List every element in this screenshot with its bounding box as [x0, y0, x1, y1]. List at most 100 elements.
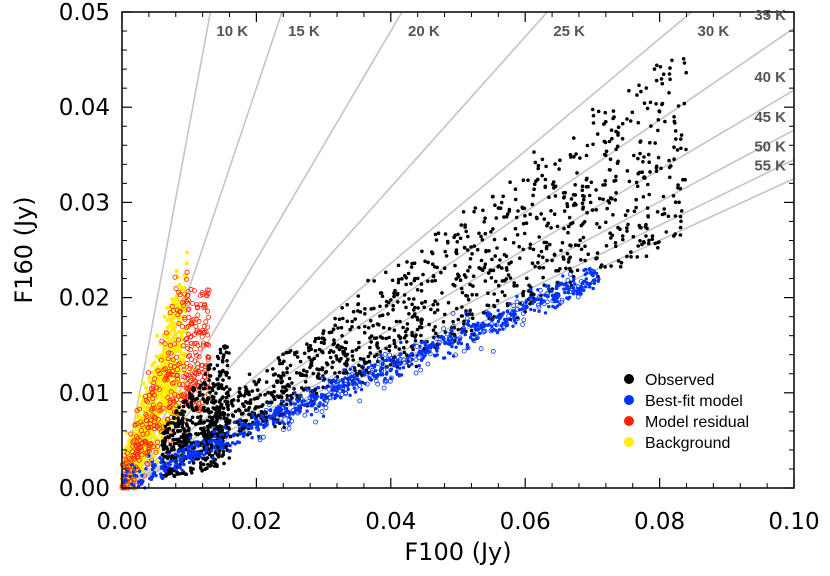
observed-point — [414, 364, 419, 369]
residual-point — [201, 329, 207, 335]
model-point-outline — [578, 279, 584, 284]
observed-point — [533, 264, 537, 269]
observed-point — [216, 382, 221, 386]
observed-point — [568, 266, 572, 271]
observed-point — [398, 319, 402, 324]
observed-point — [242, 394, 246, 398]
observed-point — [410, 333, 415, 338]
model-point — [359, 387, 364, 392]
observed-point — [635, 255, 640, 259]
observed-point — [646, 241, 651, 246]
observed-point — [207, 385, 212, 390]
observed-point — [367, 360, 372, 364]
model-point — [345, 384, 350, 388]
observed-point — [656, 155, 661, 160]
background-point — [155, 333, 159, 338]
model-point — [370, 363, 374, 368]
observed-point — [237, 386, 242, 391]
observed-point — [202, 462, 206, 467]
model-point-outline — [382, 379, 388, 385]
model-point — [560, 282, 564, 286]
model-point — [185, 455, 189, 459]
observed-point — [281, 352, 285, 357]
isotherm-line — [121, 11, 548, 489]
observed-point — [679, 133, 684, 137]
observed-point — [549, 226, 553, 230]
observed-point — [608, 168, 612, 172]
observed-point — [339, 325, 344, 330]
model-point — [211, 456, 215, 460]
observed-point — [580, 201, 585, 206]
residual-point — [173, 354, 179, 360]
observed-point — [345, 302, 350, 307]
observed-point — [184, 472, 188, 477]
background-point — [140, 403, 145, 408]
observed-point — [514, 215, 519, 220]
model-point-outline — [387, 352, 393, 358]
observed-point — [508, 276, 513, 280]
observed-point — [277, 358, 282, 363]
observed-point — [446, 300, 451, 305]
model-point-outline — [259, 413, 265, 419]
model-point — [420, 340, 424, 345]
observed-point — [426, 260, 430, 265]
observed-point — [499, 200, 504, 205]
isotherm-label: 15 K — [288, 23, 320, 40]
observed-point — [525, 276, 529, 281]
observed-point — [219, 404, 223, 409]
observed-point — [197, 393, 202, 398]
model-point-outline — [436, 339, 442, 345]
observed-point — [222, 461, 226, 466]
model-point — [268, 408, 273, 413]
observed-point — [214, 391, 218, 396]
observed-point — [203, 386, 207, 391]
model-point — [563, 290, 567, 295]
model-point-outline — [559, 299, 564, 305]
model-point-outline — [291, 407, 297, 413]
observed-point — [277, 421, 282, 426]
model-point — [144, 467, 148, 471]
observed-point — [540, 157, 545, 162]
observed-point — [681, 57, 686, 61]
observed-point — [221, 378, 225, 382]
model-point-outline — [565, 277, 571, 283]
observed-point — [572, 136, 576, 140]
model-point-outline — [418, 348, 424, 354]
residual-point — [170, 357, 176, 363]
observed-point — [196, 415, 200, 420]
background-point — [180, 329, 185, 334]
observed-point — [340, 306, 345, 310]
model-point — [271, 419, 276, 424]
model-point-outline — [575, 284, 581, 290]
observed-point — [456, 232, 460, 237]
background-point — [154, 459, 159, 464]
model-point — [582, 288, 586, 293]
model-point-outline — [450, 323, 456, 329]
model-point-outline — [324, 398, 330, 404]
observed-point — [350, 349, 355, 354]
observed-point — [218, 430, 222, 434]
model-point-outline — [278, 415, 284, 421]
model-point — [238, 432, 242, 436]
background-point — [144, 435, 149, 440]
axis-ticks: 0.00 0.02 0.04 0.06 0.08 0.100.000.010.020.03… — [59, 0, 820, 535]
model-point — [393, 363, 398, 368]
observed-point — [513, 226, 518, 231]
observed-point — [681, 177, 685, 182]
observed-point — [489, 276, 494, 280]
model-point — [433, 343, 437, 347]
observed-point — [494, 279, 498, 284]
residual-point — [160, 405, 166, 411]
residual-point — [149, 413, 155, 419]
observed-point — [613, 241, 618, 245]
residual-point — [150, 444, 156, 450]
observed-point — [635, 93, 639, 97]
observed-point — [528, 242, 533, 247]
observed-point — [662, 207, 666, 211]
observed-point — [247, 372, 252, 377]
observed-point — [607, 139, 612, 144]
observed-point — [646, 152, 651, 157]
model-point-outline — [489, 327, 495, 333]
observed-point — [466, 297, 471, 302]
